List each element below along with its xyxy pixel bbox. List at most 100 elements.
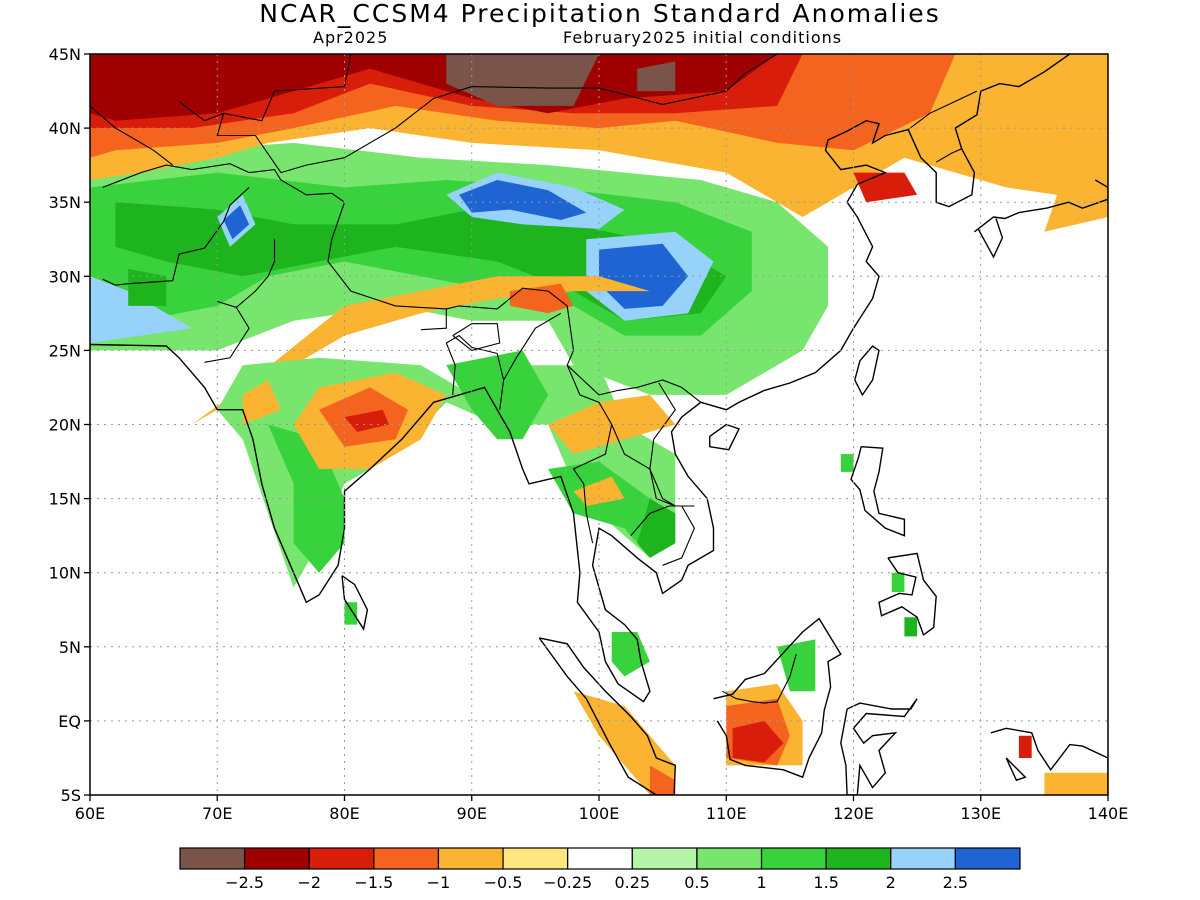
anomaly-patch [573, 691, 676, 795]
coastline [840, 698, 918, 795]
colorbar-swatch [631, 847, 698, 870]
colorbar-swatch [308, 847, 375, 870]
lon-tick-label: 110E [706, 804, 747, 823]
colorbar-swatch [954, 847, 1021, 870]
colorbar-swatch [696, 847, 763, 870]
country-border [235, 239, 276, 308]
country-border [204, 300, 250, 363]
country-border [649, 468, 676, 507]
colorbar-label: 0.25 [614, 873, 650, 892]
colorbar-swatch [502, 847, 569, 870]
country-border [420, 308, 447, 331]
lon-tick-label: 80E [329, 804, 359, 823]
country-border [566, 364, 613, 544]
latitude-ticks: 45N 40N 35N 30N 25N 20N 15N 10N 5N EQ 5S [49, 45, 90, 805]
anomaly-patch [637, 61, 676, 92]
anomaly-patch [904, 617, 918, 637]
colorbar-label: −0.5 [484, 873, 523, 892]
coastline [341, 575, 369, 631]
coastline [854, 345, 880, 397]
anomaly-patch [777, 639, 816, 692]
anomaly-patch [1044, 772, 1108, 795]
country-border [102, 163, 702, 403]
colorbar-label: 0.5 [684, 873, 709, 892]
lat-tick-label: EQ [58, 712, 81, 731]
valid-month-label: Apr2025 [313, 28, 389, 47]
anomaly-patch [611, 632, 650, 677]
colorbar-swatch [437, 847, 504, 870]
country-border [907, 90, 978, 131]
coastline [713, 617, 842, 779]
country-border [178, 100, 224, 122]
coastline [990, 727, 1108, 795]
country-border [216, 54, 352, 173]
coastline [709, 423, 740, 451]
longitude-ticks: 60E 70E 80E 90E 100E 110E 120E 130E 140E [75, 795, 1129, 823]
colorbar-swatch [890, 847, 956, 870]
coastline [977, 218, 1004, 259]
lat-tick-label: 5S [61, 786, 81, 805]
anomaly-patch [840, 454, 854, 472]
country-border [503, 312, 562, 381]
colorbar-swatch [760, 847, 827, 870]
colorbar-label: −0.25 [543, 873, 592, 892]
colorbar-label: −2 [297, 873, 321, 892]
anomaly-patch [223, 205, 250, 240]
lat-tick-label: 10N [49, 564, 81, 583]
initial-conditions-label: February2025 initial conditions [563, 28, 843, 47]
country-border [935, 148, 962, 163]
lon-tick-label: 140E [1088, 804, 1129, 823]
anomaly-patch [344, 409, 389, 432]
coastline [1005, 757, 1027, 782]
anomaly-patch [853, 172, 918, 203]
anomaly-patch [446, 350, 549, 440]
coastline-outlines [90, 54, 1108, 795]
colorbar-swatch [373, 847, 440, 870]
anomaly-patch [649, 765, 676, 795]
country-border [90, 105, 174, 166]
colorbar-label: −1 [427, 873, 451, 892]
lat-tick-label: 35N [49, 193, 81, 212]
lon-tick-label: 60E [75, 804, 105, 823]
colorbar-swatch [567, 847, 633, 870]
anomaly-patch [509, 283, 574, 314]
colorbar-label: −2.5 [225, 873, 264, 892]
lat-tick-label: 5N [59, 638, 81, 657]
lon-tick-label: 90E [457, 804, 487, 823]
anomaly-patch [1018, 735, 1032, 758]
anomaly-patch [90, 54, 778, 121]
lat-tick-label: 30N [49, 267, 81, 286]
anomaly-patch [446, 54, 599, 106]
colorbar-label: −1.5 [354, 873, 393, 892]
colorbar-swatch [179, 847, 246, 870]
anomaly-patch [1044, 194, 1108, 232]
lon-tick-label: 120E [833, 804, 874, 823]
coastline [538, 637, 677, 795]
coastline [850, 446, 906, 537]
coastline [90, 54, 1071, 703]
anomaly-patch [344, 602, 358, 625]
country-border [722, 654, 797, 704]
coastline [973, 179, 1108, 233]
anomaly-patch [242, 380, 281, 425]
colorbar-label: 1 [756, 873, 766, 892]
lat-tick-label: 40N [49, 119, 81, 138]
lon-tick-label: 100E [579, 804, 620, 823]
country-border [452, 323, 501, 352]
lon-tick-label: 70E [202, 804, 232, 823]
anomaly-patch [891, 572, 905, 592]
anomaly-patch [115, 202, 727, 321]
gridlines [90, 54, 1108, 795]
anomaly-patch [191, 276, 650, 425]
anomaly-patch [732, 720, 784, 763]
lat-tick-label: 15N [49, 490, 81, 509]
colorbar-label: 1.5 [813, 873, 838, 892]
country-border [280, 54, 778, 174]
map-title: NCAR_CCSM4 Precipitation Standard Anomal… [259, 0, 941, 28]
colorbar-swatch [244, 847, 310, 870]
country-border [445, 334, 505, 410]
anomaly-patch [90, 276, 192, 343]
colorbar-label: 2 [886, 873, 896, 892]
country-border [630, 505, 696, 566]
